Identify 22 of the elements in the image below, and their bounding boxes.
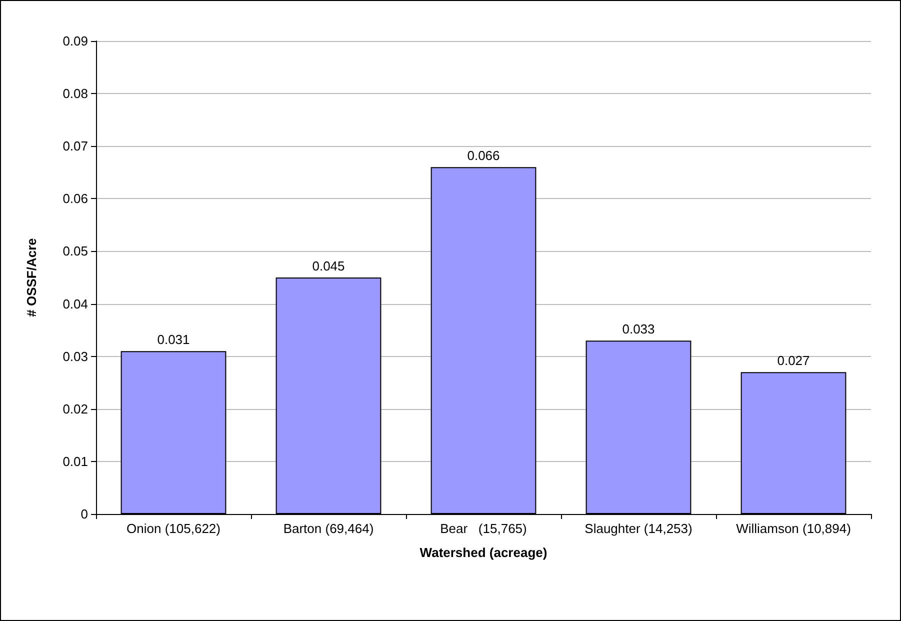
y-tick-label: 0.07 xyxy=(62,138,88,154)
y-tick-label: 0.02 xyxy=(62,401,88,416)
y-tick-label: 0.09 xyxy=(62,34,88,48)
y-axis-title: # OSSF/Acre xyxy=(24,238,39,317)
data-label: 0.045 xyxy=(312,258,345,274)
x-axis-title: Watershed (acreage) xyxy=(420,545,548,560)
x-tick-label: Slaughter (14,253) xyxy=(584,521,692,536)
y-tick-label: 0.04 xyxy=(62,296,88,312)
x-tick-label: Williamson (10,894) xyxy=(736,521,851,536)
y-tick-label: 0.08 xyxy=(62,86,88,102)
data-label: 0.031 xyxy=(157,332,190,348)
y-tick-label: 0.06 xyxy=(62,191,88,206)
y-tick-label: 0 xyxy=(80,506,88,522)
data-label: 0.033 xyxy=(622,322,655,337)
x-tick-label: Onion (105,622) xyxy=(126,521,220,536)
x-tick-label: Barton (69,464) xyxy=(283,521,374,536)
data-label: 0.066 xyxy=(467,148,500,164)
y-tick-label: 0.03 xyxy=(62,348,88,364)
y-tick-label: 0.01 xyxy=(62,454,88,469)
y-tick-label: 0.05 xyxy=(62,244,88,259)
data-label: 0.027 xyxy=(777,353,810,368)
x-tick-label: Bear (15,765) xyxy=(440,521,527,536)
